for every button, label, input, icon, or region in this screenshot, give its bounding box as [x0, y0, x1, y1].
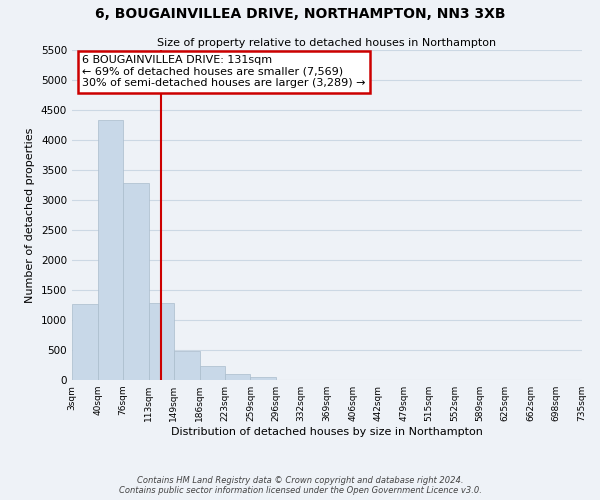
Bar	[199, 366, 225, 380]
Text: Contains HM Land Registry data © Crown copyright and database right 2024.
Contai: Contains HM Land Registry data © Crown c…	[119, 476, 481, 495]
Bar	[123, 182, 149, 380]
X-axis label: Distribution of detached houses by size in Northampton: Distribution of detached houses by size …	[171, 427, 483, 437]
Bar	[225, 374, 250, 380]
Bar	[98, 120, 123, 380]
Bar	[72, 304, 98, 380]
Text: 6 BOUGAINVILLEA DRIVE: 131sqm
← 69% of detached houses are smaller (7,569)
30% o: 6 BOUGAINVILLEA DRIVE: 131sqm ← 69% of d…	[82, 55, 366, 88]
Text: 6, BOUGAINVILLEA DRIVE, NORTHAMPTON, NN3 3XB: 6, BOUGAINVILLEA DRIVE, NORTHAMPTON, NN3…	[95, 8, 505, 22]
Bar	[149, 303, 174, 380]
Y-axis label: Number of detached properties: Number of detached properties	[25, 128, 35, 302]
Bar	[174, 351, 199, 380]
Title: Size of property relative to detached houses in Northampton: Size of property relative to detached ho…	[157, 38, 497, 48]
Bar	[250, 376, 276, 380]
